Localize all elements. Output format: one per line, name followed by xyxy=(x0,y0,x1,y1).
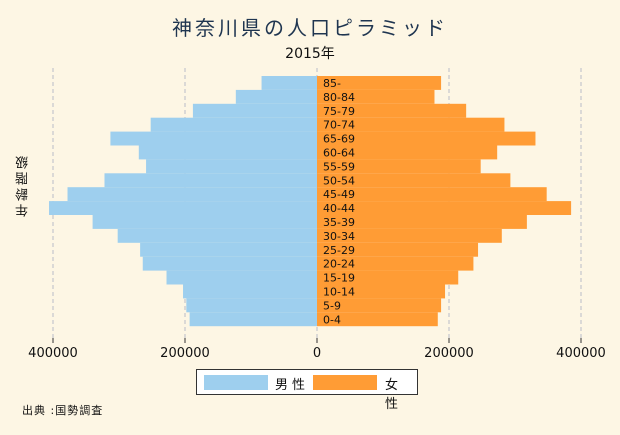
legend-swatch-female xyxy=(313,375,377,390)
bar-male xyxy=(138,145,317,160)
age-label: 40-44 xyxy=(323,202,355,215)
age-label: 25-29 xyxy=(323,244,355,257)
age-label: 5-9 xyxy=(323,299,341,312)
bar-male xyxy=(67,187,318,202)
bar-female xyxy=(317,215,527,229)
bar-female xyxy=(317,117,505,132)
bar-female xyxy=(317,284,446,299)
bar-female xyxy=(317,159,481,174)
x-tick-label: 0 xyxy=(313,346,321,361)
age-label: 35-39 xyxy=(323,216,355,229)
bar-female xyxy=(317,228,502,243)
age-label: 15-19 xyxy=(323,272,355,285)
bar-male xyxy=(183,284,317,299)
bar-male xyxy=(49,201,317,215)
age-label: 60-64 xyxy=(323,146,355,159)
bar-male xyxy=(140,242,317,257)
bar-female xyxy=(317,76,442,90)
bar-male xyxy=(235,89,317,104)
age-label: 75-79 xyxy=(323,105,355,118)
bar-female xyxy=(317,103,467,118)
age-label: 45-49 xyxy=(323,188,355,201)
x-tick-label: 200000 xyxy=(160,346,210,361)
bar-female xyxy=(317,256,474,271)
source-note: 出典 :国勢調査 xyxy=(22,404,104,417)
bar-female xyxy=(317,145,498,160)
bar-male xyxy=(104,173,317,188)
bar-male xyxy=(186,298,317,313)
age-label: 50-54 xyxy=(323,174,355,187)
bar-male xyxy=(192,103,317,118)
bar-female xyxy=(317,201,572,215)
bar-male xyxy=(150,117,317,132)
bar-female xyxy=(317,187,547,202)
bar-female xyxy=(317,298,442,313)
bar-male xyxy=(142,256,317,271)
age-label: 30-34 xyxy=(323,230,355,243)
x-tick-label: 400000 xyxy=(28,346,78,361)
y-axis-label: 年齢階級 xyxy=(16,153,31,217)
bar-female xyxy=(317,270,459,285)
age-label: 0-4 xyxy=(323,313,341,326)
bar-male xyxy=(261,76,317,90)
legend-swatch-male xyxy=(204,375,268,390)
bar-male xyxy=(146,159,317,174)
x-tick-label: 200000 xyxy=(424,346,474,361)
bar-male xyxy=(92,215,317,229)
age-label: 20-24 xyxy=(323,258,355,271)
bar-male xyxy=(189,312,317,327)
chart-subtitle: 2015年 xyxy=(285,46,335,62)
legend-label-female: 女性 xyxy=(385,378,403,412)
bar-female xyxy=(317,173,511,188)
x-tick-label: 400000 xyxy=(556,346,606,361)
age-label: 55-59 xyxy=(323,160,355,173)
bar-female xyxy=(317,89,435,104)
bar-male xyxy=(110,131,317,146)
bar-male xyxy=(117,228,318,243)
legend-label-male: 男性 xyxy=(275,378,310,393)
age-label: 70-74 xyxy=(323,119,355,132)
age-label: 65-69 xyxy=(323,133,355,146)
chart-title: 神奈川県の人口ピラミッド xyxy=(172,16,448,40)
bar-male xyxy=(166,270,317,285)
age-label: 10-14 xyxy=(323,285,355,298)
bar-female xyxy=(317,242,479,257)
bar-female xyxy=(317,312,438,327)
bar-female xyxy=(317,131,536,146)
legend: 男性 女性 xyxy=(196,369,418,412)
age-label: 80-84 xyxy=(323,91,355,104)
age-label: 85- xyxy=(323,77,341,90)
